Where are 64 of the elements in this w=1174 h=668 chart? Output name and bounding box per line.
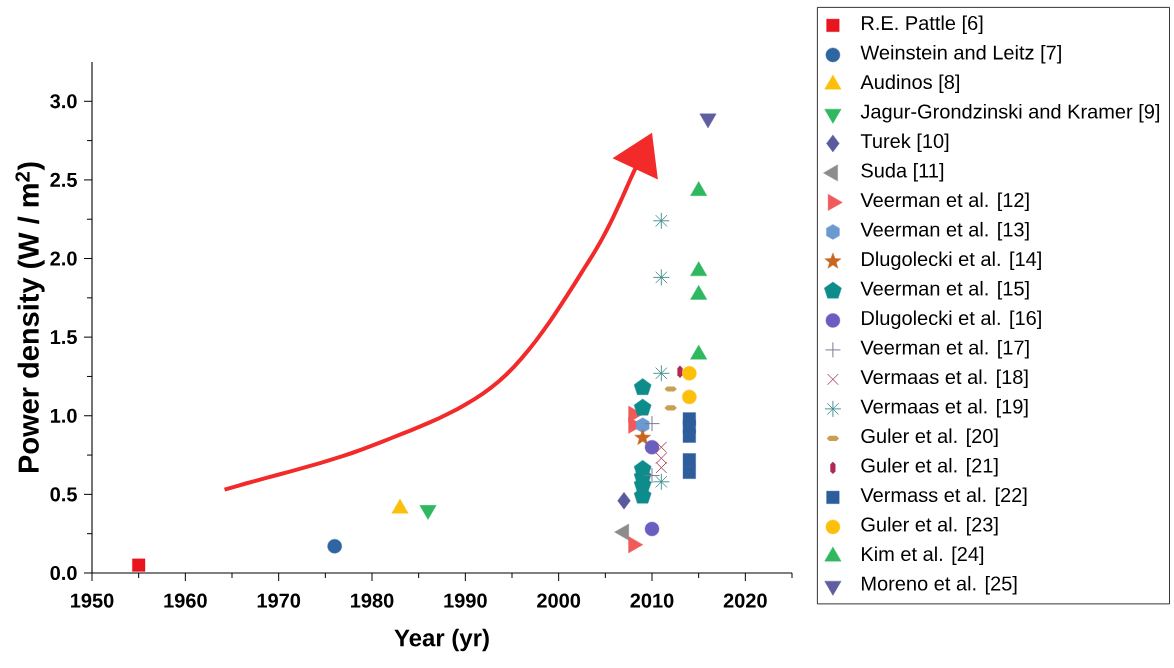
legend-label: Jagur-Grondzinski and Kramer [9] bbox=[860, 103, 1160, 123]
point bbox=[644, 521, 660, 537]
x-tick-label: 1960 bbox=[164, 593, 207, 608]
legend-label: Veerman et al. [12] bbox=[860, 192, 1029, 212]
legend-label: Moreno et al. [25] bbox=[862, 575, 1017, 595]
x-tick-label: 1980 bbox=[351, 593, 394, 608]
legend-label: Veerman et al. [17] bbox=[860, 339, 1029, 359]
y-tick-label: 1.5 bbox=[50, 330, 77, 345]
legend-label: Weinstein and Leitz [7] bbox=[860, 44, 1061, 64]
x-tick-label: 1970 bbox=[257, 593, 301, 608]
x-tick-label: 2020 bbox=[723, 593, 767, 608]
point bbox=[655, 441, 668, 453]
legend-label: Guler et al. [20] bbox=[861, 428, 998, 448]
point bbox=[644, 467, 660, 484]
y-axis-title: Power density (W / m$^{2}$) bbox=[15, 162, 45, 473]
legend-label: Kim et al. [24] bbox=[862, 546, 984, 566]
point bbox=[644, 440, 660, 455]
point bbox=[690, 261, 708, 277]
point bbox=[652, 473, 670, 491]
legend-label: Suda [11] bbox=[861, 162, 944, 182]
y-tick-label: 2.0 bbox=[50, 251, 77, 266]
legend-label: Veerman et al. [15] bbox=[860, 280, 1029, 300]
legend-label: Turek [10] bbox=[860, 133, 949, 153]
point bbox=[644, 415, 660, 432]
legend-label: Guler et al. [21] bbox=[861, 457, 998, 477]
legend-label: Veerman et al. [13] bbox=[860, 221, 1029, 241]
y-tick-label: 2.5 bbox=[50, 172, 77, 187]
point bbox=[652, 268, 670, 286]
legend-label: R.E. Pattle [6] bbox=[862, 15, 983, 35]
legend-label: Dlugolecki et al. [16] bbox=[862, 310, 1041, 330]
y-tick-label: 3.0 bbox=[50, 94, 77, 109]
y-tick-label: 0.0 bbox=[50, 565, 77, 581]
y-tick-label: 0.5 bbox=[50, 487, 77, 502]
legend-label: Vermaas et al. [18] bbox=[860, 369, 1028, 389]
point bbox=[652, 212, 670, 230]
point bbox=[682, 465, 696, 479]
point bbox=[690, 344, 708, 360]
point bbox=[132, 558, 146, 572]
point bbox=[635, 417, 650, 433]
x-tick-label: 2000 bbox=[537, 593, 581, 608]
point bbox=[682, 389, 697, 405]
x-tick-label: 2010 bbox=[630, 593, 674, 608]
x-tick-label: 1990 bbox=[444, 593, 487, 608]
legend-label: Dlugolecki et al. [14] bbox=[862, 251, 1041, 271]
point bbox=[690, 284, 708, 300]
point bbox=[655, 461, 668, 474]
legend-label: Guler et al. [23] bbox=[861, 516, 998, 536]
x-tick-label: 1950 bbox=[71, 593, 114, 608]
point bbox=[652, 364, 670, 382]
point bbox=[634, 429, 651, 445]
point bbox=[682, 429, 696, 443]
y-tick-label: 1.0 bbox=[50, 408, 77, 423]
legend-label: Vermass et al. [22] bbox=[860, 487, 1027, 507]
point bbox=[633, 378, 652, 395]
point bbox=[617, 491, 631, 510]
x-axis-title: Year (yr) bbox=[394, 628, 489, 652]
legend-label: Audinos [8] bbox=[860, 74, 959, 94]
point bbox=[682, 453, 696, 467]
legend-label: Vermaas et al. [19] bbox=[860, 398, 1028, 418]
point bbox=[682, 366, 697, 381]
point bbox=[655, 452, 668, 465]
point bbox=[633, 398, 652, 416]
point bbox=[690, 181, 708, 196]
point bbox=[327, 539, 342, 554]
